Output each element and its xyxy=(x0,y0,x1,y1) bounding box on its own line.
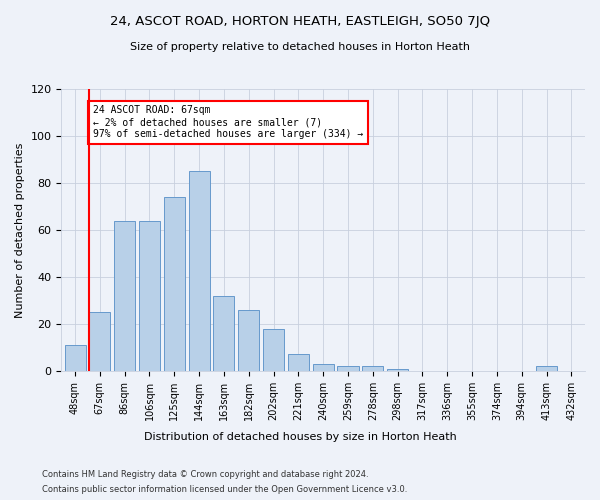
Y-axis label: Number of detached properties: Number of detached properties xyxy=(15,142,25,318)
Text: 24, ASCOT ROAD, HORTON HEATH, EASTLEIGH, SO50 7JQ: 24, ASCOT ROAD, HORTON HEATH, EASTLEIGH,… xyxy=(110,15,490,28)
Text: Contains HM Land Registry data © Crown copyright and database right 2024.: Contains HM Land Registry data © Crown c… xyxy=(42,470,368,479)
Bar xyxy=(89,312,110,371)
Text: 24 ASCOT ROAD: 67sqm
← 2% of detached houses are smaller (7)
97% of semi-detache: 24 ASCOT ROAD: 67sqm ← 2% of detached ho… xyxy=(93,106,363,138)
Bar xyxy=(263,328,284,371)
Bar xyxy=(238,310,259,371)
Bar xyxy=(214,296,235,371)
Text: Contains public sector information licensed under the Open Government Licence v3: Contains public sector information licen… xyxy=(42,485,407,494)
Bar xyxy=(114,220,135,371)
Text: Distribution of detached houses by size in Horton Heath: Distribution of detached houses by size … xyxy=(143,432,457,442)
Bar xyxy=(387,368,408,371)
Bar xyxy=(337,366,359,371)
Bar xyxy=(139,220,160,371)
Text: Size of property relative to detached houses in Horton Heath: Size of property relative to detached ho… xyxy=(130,42,470,52)
Bar xyxy=(288,354,309,371)
Bar xyxy=(65,345,86,371)
Bar xyxy=(362,366,383,371)
Bar xyxy=(164,197,185,371)
Bar xyxy=(536,366,557,371)
Bar xyxy=(188,171,209,371)
Bar xyxy=(313,364,334,371)
